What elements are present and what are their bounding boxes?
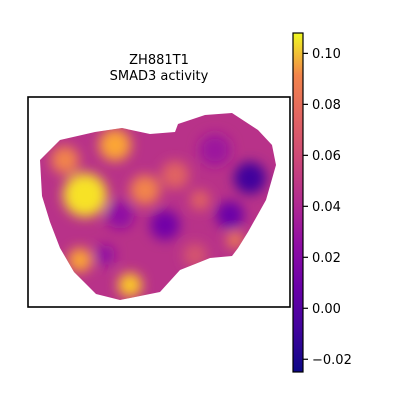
blob-center [161,161,189,189]
blob-mid-purple [106,201,134,229]
blob-right-dark [234,162,266,194]
colorbar-ticks: 0.10 0.08 0.06 0.04 0.02 0.00 −0.02 [303,47,352,368]
colorbar-tick-label: 0.10 [312,47,341,62]
colorbar-gradient [292,32,304,373]
colorbar-tick-label: 0.00 [312,302,341,317]
axes-frame [27,96,291,308]
blob-right-lower [216,201,244,229]
tissue-blobs [51,129,266,297]
blob-right-orange [227,232,243,248]
colorbar-tick-label: 0.06 [312,149,341,164]
blob-bottom-right [183,243,207,267]
colorbar: 0.10 0.08 0.06 0.04 0.02 0.00 −0.02 [292,32,352,373]
blob-left-lobe [63,173,107,217]
blob-center-dark [150,210,180,240]
colorbar-tick-label: 0.02 [312,251,341,266]
blob-bottom [118,273,142,297]
colorbar-tick-label: −0.02 [312,353,352,368]
blob-lower-purple [95,245,115,265]
colorbar-tick-label: 0.08 [312,98,341,113]
blob-upper-mid [99,129,131,161]
blob-mid-orange [130,175,160,205]
chart-title-line2: SMAD3 activity [110,69,209,84]
blob-bottom-left [68,248,92,272]
blob-mid-right [190,190,210,210]
blob-right-upper [199,134,231,166]
tissue-heatmap [40,113,276,300]
colorbar-tick-label: 0.04 [312,200,341,215]
chart-title-line1: ZH881T1 [129,53,189,68]
blob-upper-left [51,146,79,174]
